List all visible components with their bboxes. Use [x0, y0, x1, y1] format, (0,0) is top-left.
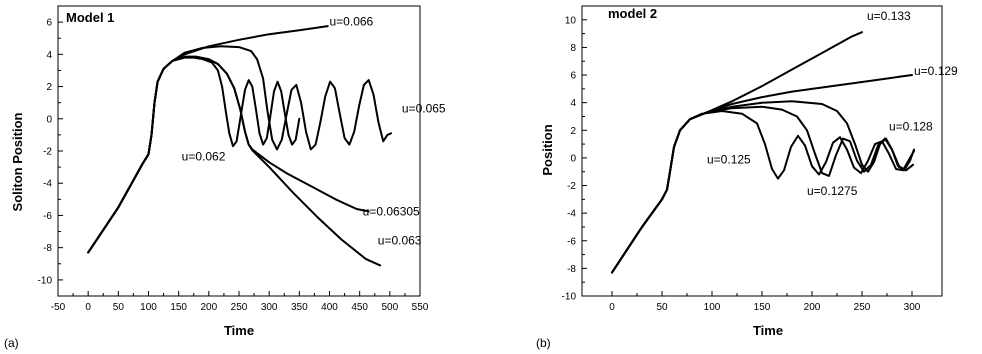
- y-tick-label: 4: [46, 50, 52, 61]
- panel-b-ylabel: Position: [540, 124, 555, 175]
- x-tick-label: 350: [291, 302, 308, 313]
- x-tick-label: 450: [351, 302, 368, 313]
- panel-a-label: (a): [4, 336, 19, 350]
- x-tick-label: 300: [904, 302, 921, 313]
- series-line-u-0-06305: [87, 55, 370, 254]
- panel-b: (b) model 2 Time Position 0 50 100 150 200 25…: [536, 5, 958, 350]
- annotation-label: u=0.1275: [807, 184, 858, 198]
- y-tick-label: 2: [570, 126, 576, 137]
- x-tick-label: 50: [113, 302, 125, 313]
- x-tick-label: 50: [656, 302, 668, 313]
- panel-b-xlabel: Time: [753, 323, 783, 338]
- y-tick-label: 4: [570, 98, 576, 109]
- y-tick-label: 8: [570, 43, 576, 54]
- y-tick-label: -8: [43, 243, 52, 254]
- x-tick-label: 150: [170, 302, 187, 313]
- annotation-label: u=0.062: [182, 150, 226, 164]
- series-line-u-0-063: [87, 55, 382, 267]
- y-tick-label: -10: [38, 275, 53, 286]
- annotation-label: u=0.06305: [363, 204, 420, 218]
- x-tick-label: 100: [140, 302, 157, 313]
- panel-a-frame: [57, 5, 421, 297]
- y-tick-label: 6: [46, 18, 52, 29]
- y-tick-label: -2: [567, 181, 576, 192]
- x-tick-label: 550: [412, 302, 429, 313]
- y-tick-label: 0: [46, 114, 52, 125]
- x-tick-label: 200: [804, 302, 821, 313]
- x-tick-label: 250: [854, 302, 871, 313]
- series-line-u-0-065: [87, 45, 392, 254]
- panel-b-title: model 2: [608, 6, 657, 21]
- x-tick-label: 300: [261, 302, 278, 313]
- y-tick-label: 0: [570, 153, 576, 164]
- annotation-label: u=0.128: [889, 119, 933, 133]
- series-line-u-0-125: [611, 110, 915, 274]
- y-tick-label: -4: [567, 209, 576, 220]
- x-tick-label: 0: [85, 302, 91, 313]
- y-tick-label: 10: [565, 15, 577, 26]
- annotation-label: u=0.125: [707, 152, 751, 166]
- x-tick-label: 200: [200, 302, 217, 313]
- x-tick-label: 100: [704, 302, 721, 313]
- y-tick-label: -4: [43, 179, 52, 190]
- annotation-label: u=0.129: [914, 64, 958, 78]
- annotation-label: u=0.065: [402, 101, 446, 115]
- x-tick-label: 0: [609, 302, 615, 313]
- series-line-u-0-128: [611, 100, 915, 274]
- x-tick-label: 500: [381, 302, 398, 313]
- annotation-label: u=0.066: [330, 14, 374, 28]
- y-tick-label: -6: [567, 236, 576, 247]
- x-tick-label: 400: [321, 302, 338, 313]
- panel-a-xlabel: Time: [224, 323, 254, 338]
- y-tick-label: 2: [46, 82, 52, 93]
- panel-a-ylabel: Soliton Position: [10, 112, 25, 211]
- y-tick-label: -2: [43, 147, 52, 158]
- x-tick-label: 150: [754, 302, 771, 313]
- y-tick-label: -6: [43, 211, 52, 222]
- y-tick-label: -8: [567, 264, 576, 275]
- x-tick-label: 250: [231, 302, 248, 313]
- panel-a: (a) Model 1 Time Soliton Position -50 0 50…: [4, 5, 446, 350]
- annotation-label: u=0.063: [378, 233, 422, 247]
- y-tick-label: 6: [570, 71, 576, 82]
- annotation-label: u=0.133: [867, 9, 911, 23]
- panel-a-title: Model 1: [66, 10, 114, 25]
- panel-b-label: (b): [536, 336, 551, 350]
- x-tick-label: -50: [51, 302, 66, 313]
- series-line-u-0-129: [611, 74, 913, 274]
- series-line-u-0-1275: [611, 105, 914, 274]
- y-tick-label: -10: [562, 292, 577, 303]
